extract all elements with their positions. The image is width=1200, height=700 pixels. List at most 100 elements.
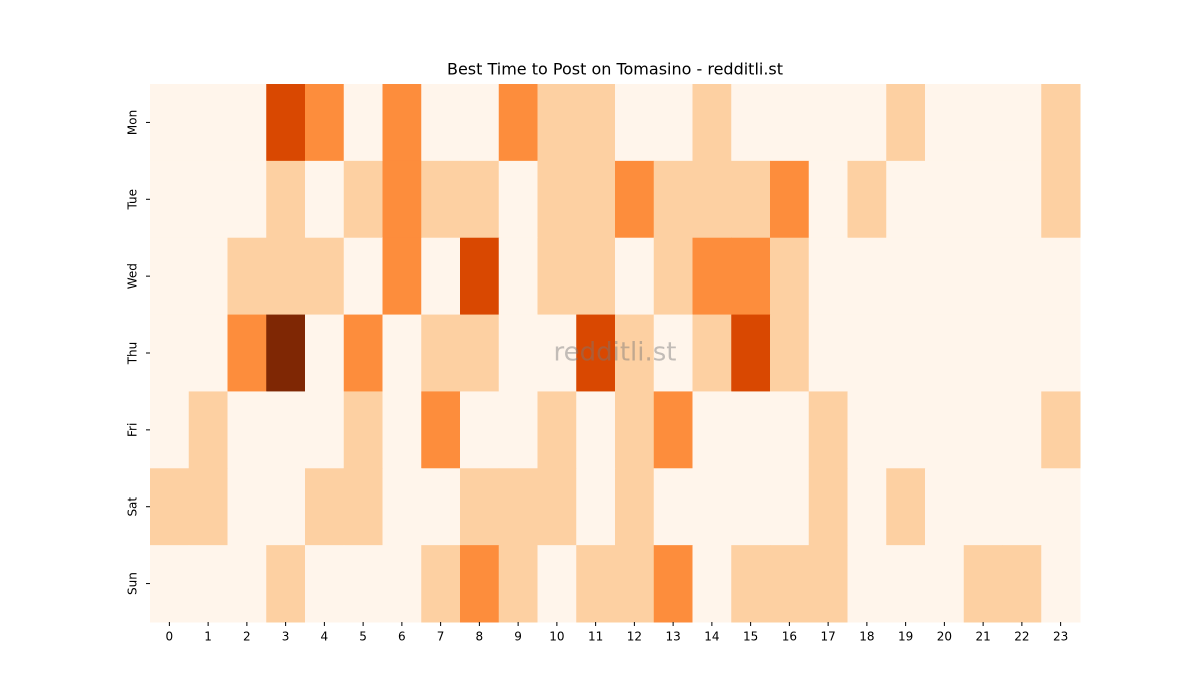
- heatmap-cell: [1041, 84, 1081, 162]
- heatmap-cell: [227, 237, 267, 316]
- heatmap-cell: [808, 391, 848, 469]
- heatmap-cell: [692, 468, 732, 546]
- heatmap-cell: [808, 160, 848, 239]
- heatmap-cell: [808, 545, 848, 623]
- heatmap-cell: [382, 468, 422, 546]
- heatmap-cell: [537, 391, 577, 469]
- heatmap-cell: [731, 84, 771, 162]
- x-tick-label: 8: [476, 630, 484, 644]
- x-tick-label: 3: [282, 630, 290, 644]
- heatmap-cell: [537, 468, 577, 546]
- heatmap-cell: [808, 84, 848, 162]
- heatmap-cell: [847, 391, 887, 469]
- heatmap-cell: [692, 391, 732, 469]
- heatmap-cell: [421, 160, 461, 239]
- heatmap-cell: [421, 237, 461, 316]
- heatmap-cell: [963, 84, 1003, 162]
- y-tick-label: Thu: [126, 342, 140, 366]
- heatmap-cell: [150, 84, 190, 162]
- heatmap-cell: [188, 391, 228, 469]
- heatmap-cell: [770, 545, 810, 623]
- heatmap-cell: [886, 160, 926, 239]
- heatmap-cell: [382, 314, 422, 392]
- y-tick-label: Wed: [126, 263, 140, 289]
- heatmap-cell: [421, 314, 461, 392]
- heatmap-cell: [963, 391, 1003, 469]
- heatmap-cell: [615, 237, 655, 316]
- heatmap-cell: [227, 545, 267, 623]
- heatmap-cell: [692, 160, 732, 239]
- x-tick-label: 18: [859, 630, 874, 644]
- heatmap-cell: [847, 160, 887, 239]
- heatmap-cell: [963, 237, 1003, 316]
- x-tick-label: 12: [627, 630, 642, 644]
- heatmap-cell: [498, 545, 538, 623]
- heatmap-cell: [537, 237, 577, 316]
- chart-title: Best Time to Post on Tomasino - redditli…: [447, 60, 783, 79]
- heatmap-cell: [305, 314, 345, 392]
- heatmap-cell: [150, 468, 190, 546]
- x-tick-label: 9: [514, 630, 522, 644]
- heatmap-cell: [963, 468, 1003, 546]
- heatmap-cell: [343, 314, 383, 392]
- heatmap-cell: [305, 391, 345, 469]
- heatmap-cell: [576, 391, 616, 469]
- heatmap-cell: [886, 468, 926, 546]
- heatmap-cell: [847, 237, 887, 316]
- heatmap-cell: [150, 160, 190, 239]
- heatmap-cell: [808, 237, 848, 316]
- heatmap-cell: [576, 84, 616, 162]
- heatmap-cell: [963, 314, 1003, 392]
- heatmap-cell: [615, 160, 655, 239]
- x-tick-label: 22: [1014, 630, 1029, 644]
- x-tick-label: 13: [665, 630, 680, 644]
- heatmap-cell: [576, 237, 616, 316]
- heatmap-cell: [1041, 160, 1081, 239]
- heatmap-cell: [925, 84, 965, 162]
- x-tick-label: 23: [1053, 630, 1068, 644]
- heatmap-cell: [731, 237, 771, 316]
- heatmap-cell: [615, 314, 655, 392]
- heatmap-cell: [963, 160, 1003, 239]
- heatmap-cell: [227, 391, 267, 469]
- heatmap-cell: [925, 314, 965, 392]
- heatmap-cell: [886, 237, 926, 316]
- heatmap-cell: [847, 468, 887, 546]
- heatmap-cell: [1002, 391, 1042, 469]
- heatmap-cell: [537, 160, 577, 239]
- heatmap-cell: [150, 545, 190, 623]
- heatmap-cell: [653, 468, 693, 546]
- heatmap-cell: [847, 545, 887, 623]
- heatmap-cell: [808, 468, 848, 546]
- x-tick-label: 17: [820, 630, 835, 644]
- heatmap-cell: [498, 237, 538, 316]
- y-tick-label: Fri: [126, 423, 140, 437]
- heatmap-cell: [421, 84, 461, 162]
- heatmap-cell: [653, 160, 693, 239]
- heatmap-cell: [537, 545, 577, 623]
- x-tick-label: 7: [437, 630, 445, 644]
- heatmap-cell: [498, 314, 538, 392]
- heatmap-cell: [653, 545, 693, 623]
- heatmap-cell: [692, 237, 732, 316]
- heatmap-cell: [886, 545, 926, 623]
- heatmap-cell: [266, 545, 306, 623]
- x-tick-label: 1: [204, 630, 212, 644]
- heatmap-cell: [460, 314, 500, 392]
- heatmap-cell: [731, 391, 771, 469]
- heatmap-cell: [615, 545, 655, 623]
- heatmap-cell: [382, 160, 422, 239]
- heatmap-cell: [886, 84, 926, 162]
- heatmap-cell: [653, 391, 693, 469]
- heatmap-cell: [653, 314, 693, 392]
- heatmap-cell: [460, 545, 500, 623]
- heatmap-cell: [421, 468, 461, 546]
- heatmap-cell: [188, 237, 228, 316]
- heatmap-cell: [770, 84, 810, 162]
- heatmap-cell: [847, 84, 887, 162]
- heatmap-cell: [343, 391, 383, 469]
- heatmap-cell: [770, 468, 810, 546]
- heatmap-cell: [188, 160, 228, 239]
- y-tick-label: Tue: [126, 189, 140, 211]
